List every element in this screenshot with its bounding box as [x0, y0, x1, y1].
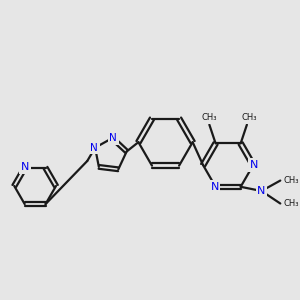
Text: CH₃: CH₃ — [202, 113, 217, 122]
Text: N: N — [20, 162, 29, 172]
Text: N: N — [250, 160, 258, 170]
Text: CH₃: CH₃ — [284, 199, 299, 208]
Text: CH₃: CH₃ — [241, 113, 257, 122]
Text: CH₃: CH₃ — [284, 176, 299, 185]
Text: N: N — [210, 182, 219, 192]
Text: N: N — [90, 142, 98, 153]
Text: N: N — [257, 186, 266, 196]
Text: N: N — [110, 133, 117, 143]
